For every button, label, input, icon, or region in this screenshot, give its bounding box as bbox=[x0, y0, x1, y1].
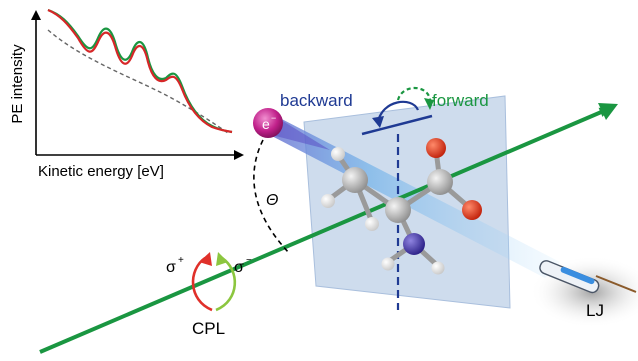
backward-arrow-icon bbox=[376, 100, 420, 123]
hydrogen-atom bbox=[381, 257, 395, 271]
lj-label: LJ bbox=[586, 301, 604, 320]
oxygen-atom bbox=[426, 138, 446, 158]
sigma-minus-arrow-icon bbox=[215, 256, 237, 312]
backward-label: backward bbox=[280, 91, 353, 110]
carbon-atom bbox=[342, 167, 368, 193]
hydrogen-atom bbox=[365, 217, 379, 231]
orientation-bar bbox=[361, 114, 433, 136]
cpl-label: CPL bbox=[192, 319, 225, 338]
hydrogen-atom bbox=[321, 194, 335, 208]
electron-charge: − bbox=[271, 113, 276, 123]
nozzle-tube bbox=[595, 275, 637, 293]
molecule bbox=[321, 138, 482, 275]
sigma-plus-arrowhead-icon bbox=[199, 252, 212, 266]
backward-arrowhead-icon bbox=[372, 116, 384, 128]
carbon-atom bbox=[385, 197, 411, 223]
angle-arc bbox=[253, 139, 291, 255]
background-baseline bbox=[47, 29, 229, 134]
hydrogen-atom bbox=[431, 261, 445, 275]
y-axis-label: PE intensity bbox=[9, 44, 26, 124]
nitrogen-atom bbox=[403, 233, 425, 255]
sigma-plus-sup: + bbox=[178, 255, 184, 266]
liquid-jet-nozzle bbox=[539, 260, 637, 294]
sigma-plus-symbol: σ bbox=[166, 259, 176, 276]
light-axis-arrowhead-icon bbox=[598, 103, 618, 120]
x-axis-label: Kinetic energy [eV] bbox=[38, 163, 164, 180]
oxygen-atom bbox=[462, 200, 482, 220]
nozzle-liquid bbox=[560, 266, 595, 285]
carbon-atom bbox=[427, 169, 453, 195]
electron-sphere bbox=[253, 108, 283, 138]
electron-label: e bbox=[262, 116, 270, 132]
theta-symbol: Θ bbox=[266, 192, 278, 209]
sigma-minus-symbol: σ bbox=[234, 259, 244, 276]
forward-arrow-icon bbox=[396, 86, 432, 101]
sigma-minus-arrowhead-icon bbox=[216, 252, 228, 266]
electron-cone bbox=[268, 112, 330, 150]
y-axis-arrow-icon bbox=[31, 10, 41, 20]
spectrum-green-curve bbox=[47, 8, 233, 134]
forward-label: forward bbox=[432, 91, 489, 110]
hydrogen-atom bbox=[331, 147, 345, 161]
light-propagation-axis bbox=[39, 107, 610, 354]
x-axis-arrow-icon bbox=[234, 150, 244, 160]
sigma-minus-sup: − bbox=[246, 255, 252, 266]
spectrum-red-curve bbox=[47, 8, 233, 134]
forward-arrowhead-icon bbox=[424, 98, 434, 110]
spectrum-inset: PE intensity Kinetic energy [eV] bbox=[9, 8, 244, 180]
